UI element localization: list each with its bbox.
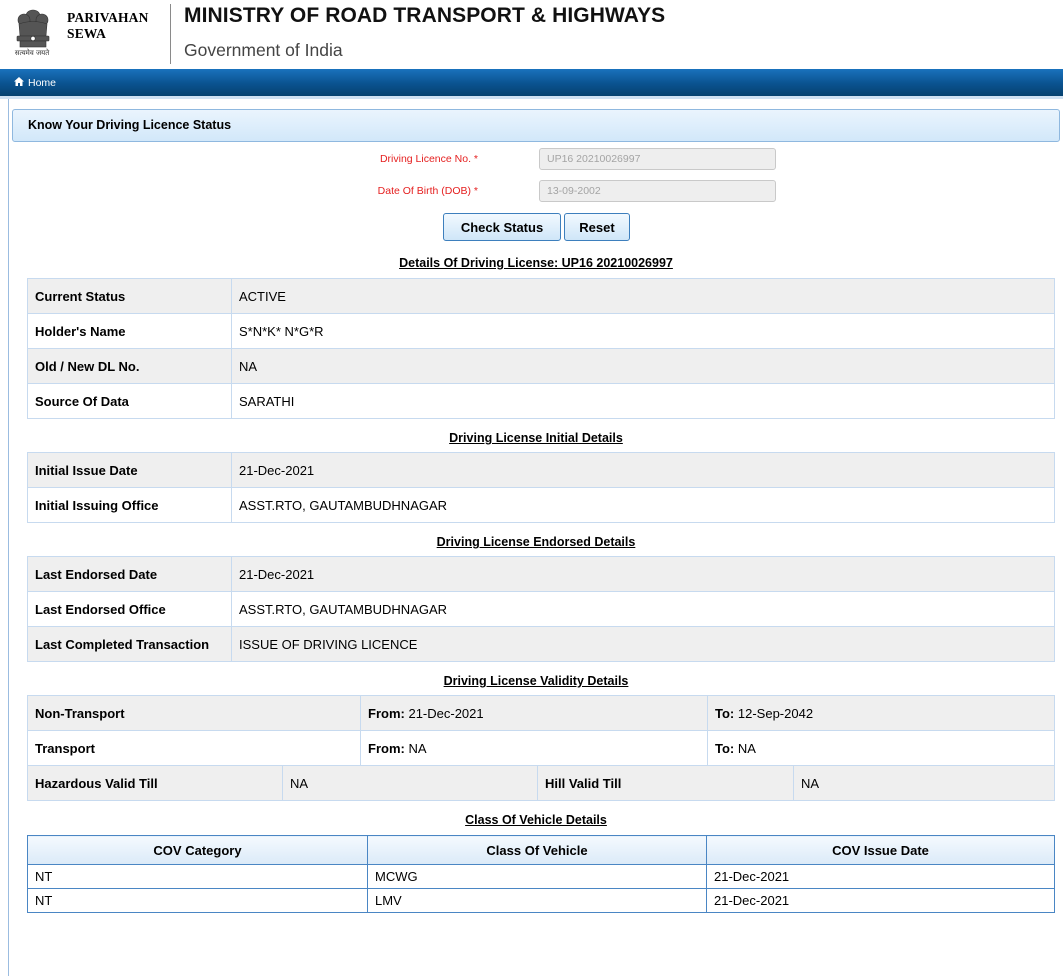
row-label: Non-Transport (27, 695, 361, 731)
table-row: Holder's Name S*N*K* N*G*R (27, 313, 1055, 349)
dl-number-label: Driving Licence No. * (379, 153, 478, 165)
dl-status-form: Driving Licence No. * Date Of Birth (DOB… (9, 142, 1063, 254)
row-label: Old / New DL No. (27, 348, 232, 384)
validity-from: From: NA (360, 730, 708, 766)
hazard-hill-table: Hazardous Valid Till NA Hill Valid Till … (27, 765, 1055, 801)
main-content: Know Your Driving Licence Status Driving… (8, 99, 1063, 976)
govt-subtitle: Government of India (184, 40, 343, 60)
column-header: COV Category (27, 835, 368, 865)
nav-bar: Home (0, 69, 1063, 99)
row-label: Last Endorsed Date (27, 556, 232, 592)
column-header: Class Of Vehicle (367, 835, 707, 865)
class-of-vehicle-cell: LMV (367, 888, 707, 913)
row-label: Last Completed Transaction (27, 626, 232, 662)
row-label: Transport (27, 730, 361, 766)
table-row: Old / New DL No. NA (27, 348, 1055, 384)
validity-section-title: Driving License Validity Details (443, 674, 629, 688)
table-row: Non-Transport From: 21-Dec-2021 To: 12-S… (27, 695, 1055, 731)
parivahan-sewa-brand[interactable]: PARIVAHAN SEWA (67, 10, 149, 42)
initial-details-table: Initial Issue Date 21-Dec-2021 Initial I… (27, 452, 1055, 523)
table-row: Last Endorsed Date 21-Dec-2021 (27, 556, 1055, 592)
column-header: COV Issue Date (706, 835, 1055, 865)
details-section-title: Details Of Driving License: UP16 2021002… (399, 256, 673, 270)
table-row: Initial Issue Date 21-Dec-2021 (27, 452, 1055, 488)
hill-label: Hill Valid Till (537, 765, 794, 801)
cov-issue-date-cell: 21-Dec-2021 (706, 864, 1055, 889)
row-value: ISSUE OF DRIVING LICENCE (231, 626, 1055, 662)
table-row: Current Status ACTIVE (27, 278, 1055, 314)
initial-section-title: Driving License Initial Details (449, 431, 623, 445)
cov-table: COV Category Class Of Vehicle COV Issue … (27, 835, 1055, 913)
row-label: Holder's Name (27, 313, 232, 349)
validity-table: Non-Transport From: 21-Dec-2021 To: 12-S… (27, 695, 1055, 766)
row-value: ASST.RTO, GAUTAMBUDHNAGAR (231, 591, 1055, 627)
emblem-motto: सत्यमेव जयते (14, 49, 50, 57)
cov-category-cell: NT (27, 888, 368, 913)
dob-label: Date Of Birth (DOB) * (377, 185, 478, 197)
dl-number-input[interactable] (539, 148, 776, 170)
cov-category-cell: NT (27, 864, 368, 889)
ministry-title: MINISTRY OF ROAD TRANSPORT & HIGHWAYS (184, 4, 666, 27)
details-table: Current Status ACTIVE Holder's Name S*N*… (27, 278, 1055, 419)
home-label: Home (28, 76, 57, 89)
table-row: NT MCWG 21-Dec-2021 (27, 864, 1055, 889)
validity-from: From: 21-Dec-2021 (360, 695, 708, 731)
endorsed-section-title: Driving License Endorsed Details (436, 535, 636, 549)
row-label: Initial Issue Date (27, 452, 232, 488)
row-value: SARATHI (231, 383, 1055, 419)
table-row: Transport From: NA To: NA (27, 730, 1055, 766)
home-icon (14, 76, 28, 89)
dob-input[interactable] (539, 180, 776, 202)
cov-section-title: Class Of Vehicle Details (465, 813, 607, 827)
row-label: Initial Issuing Office (27, 487, 232, 523)
panel-title: Know Your Driving Licence Status (12, 109, 1060, 142)
cov-issue-date-cell: 21-Dec-2021 (706, 888, 1055, 913)
row-label: Last Endorsed Office (27, 591, 232, 627)
to-value: NA (737, 740, 756, 756)
from-label: From: (368, 740, 405, 756)
row-value: S*N*K* N*G*R (231, 313, 1055, 349)
row-value: ACTIVE (231, 278, 1055, 314)
row-label: Source Of Data (27, 383, 232, 419)
table-row: NT LMV 21-Dec-2021 (27, 888, 1055, 913)
to-value: 12-Sep-2042 (737, 705, 814, 721)
row-value: 21-Dec-2021 (231, 556, 1055, 592)
hazardous-value: NA (282, 765, 538, 801)
table-header-row: COV Category Class Of Vehicle COV Issue … (27, 835, 1055, 865)
brand-line-1: PARIVAHAN (67, 10, 149, 25)
row-value: 21-Dec-2021 (231, 452, 1055, 488)
from-value: 21-Dec-2021 (408, 705, 484, 721)
hazardous-label: Hazardous Valid Till (27, 765, 283, 801)
row-value: ASST.RTO, GAUTAMBUDHNAGAR (231, 487, 1055, 523)
table-row: Initial Issuing Office ASST.RTO, GAUTAMB… (27, 487, 1055, 523)
from-label: From: (368, 705, 405, 721)
endorsed-details-table: Last Endorsed Date 21-Dec-2021 Last Endo… (27, 556, 1055, 662)
class-of-vehicle-cell: MCWG (367, 864, 707, 889)
nav-home-link[interactable]: Home (14, 76, 57, 89)
row-value: NA (231, 348, 1055, 384)
brand-line-2: SEWA (67, 26, 107, 41)
table-row: Hazardous Valid Till NA Hill Valid Till … (27, 765, 1055, 801)
to-label: To: (715, 740, 735, 756)
table-row: Last Completed Transaction ISSUE OF DRIV… (27, 626, 1055, 662)
to-label: To: (715, 705, 735, 721)
validity-to: To: 12-Sep-2042 (707, 695, 1055, 731)
table-row: Last Endorsed Office ASST.RTO, GAUTAMBUD… (27, 591, 1055, 627)
reset-button[interactable]: Reset (564, 213, 630, 241)
table-row: Source Of Data SARATHI (27, 383, 1055, 419)
header-divider (170, 4, 171, 64)
check-status-button[interactable]: Check Status (443, 213, 561, 241)
national-emblem-logo: सत्यमेव जयते (4, 6, 62, 62)
from-value: NA (408, 740, 427, 756)
row-label: Current Status (27, 278, 232, 314)
validity-to: To: NA (707, 730, 1055, 766)
site-header: सत्यमेव जयते PARIVAHAN SEWA MINISTRY OF … (0, 0, 1063, 69)
hill-value: NA (793, 765, 1055, 801)
